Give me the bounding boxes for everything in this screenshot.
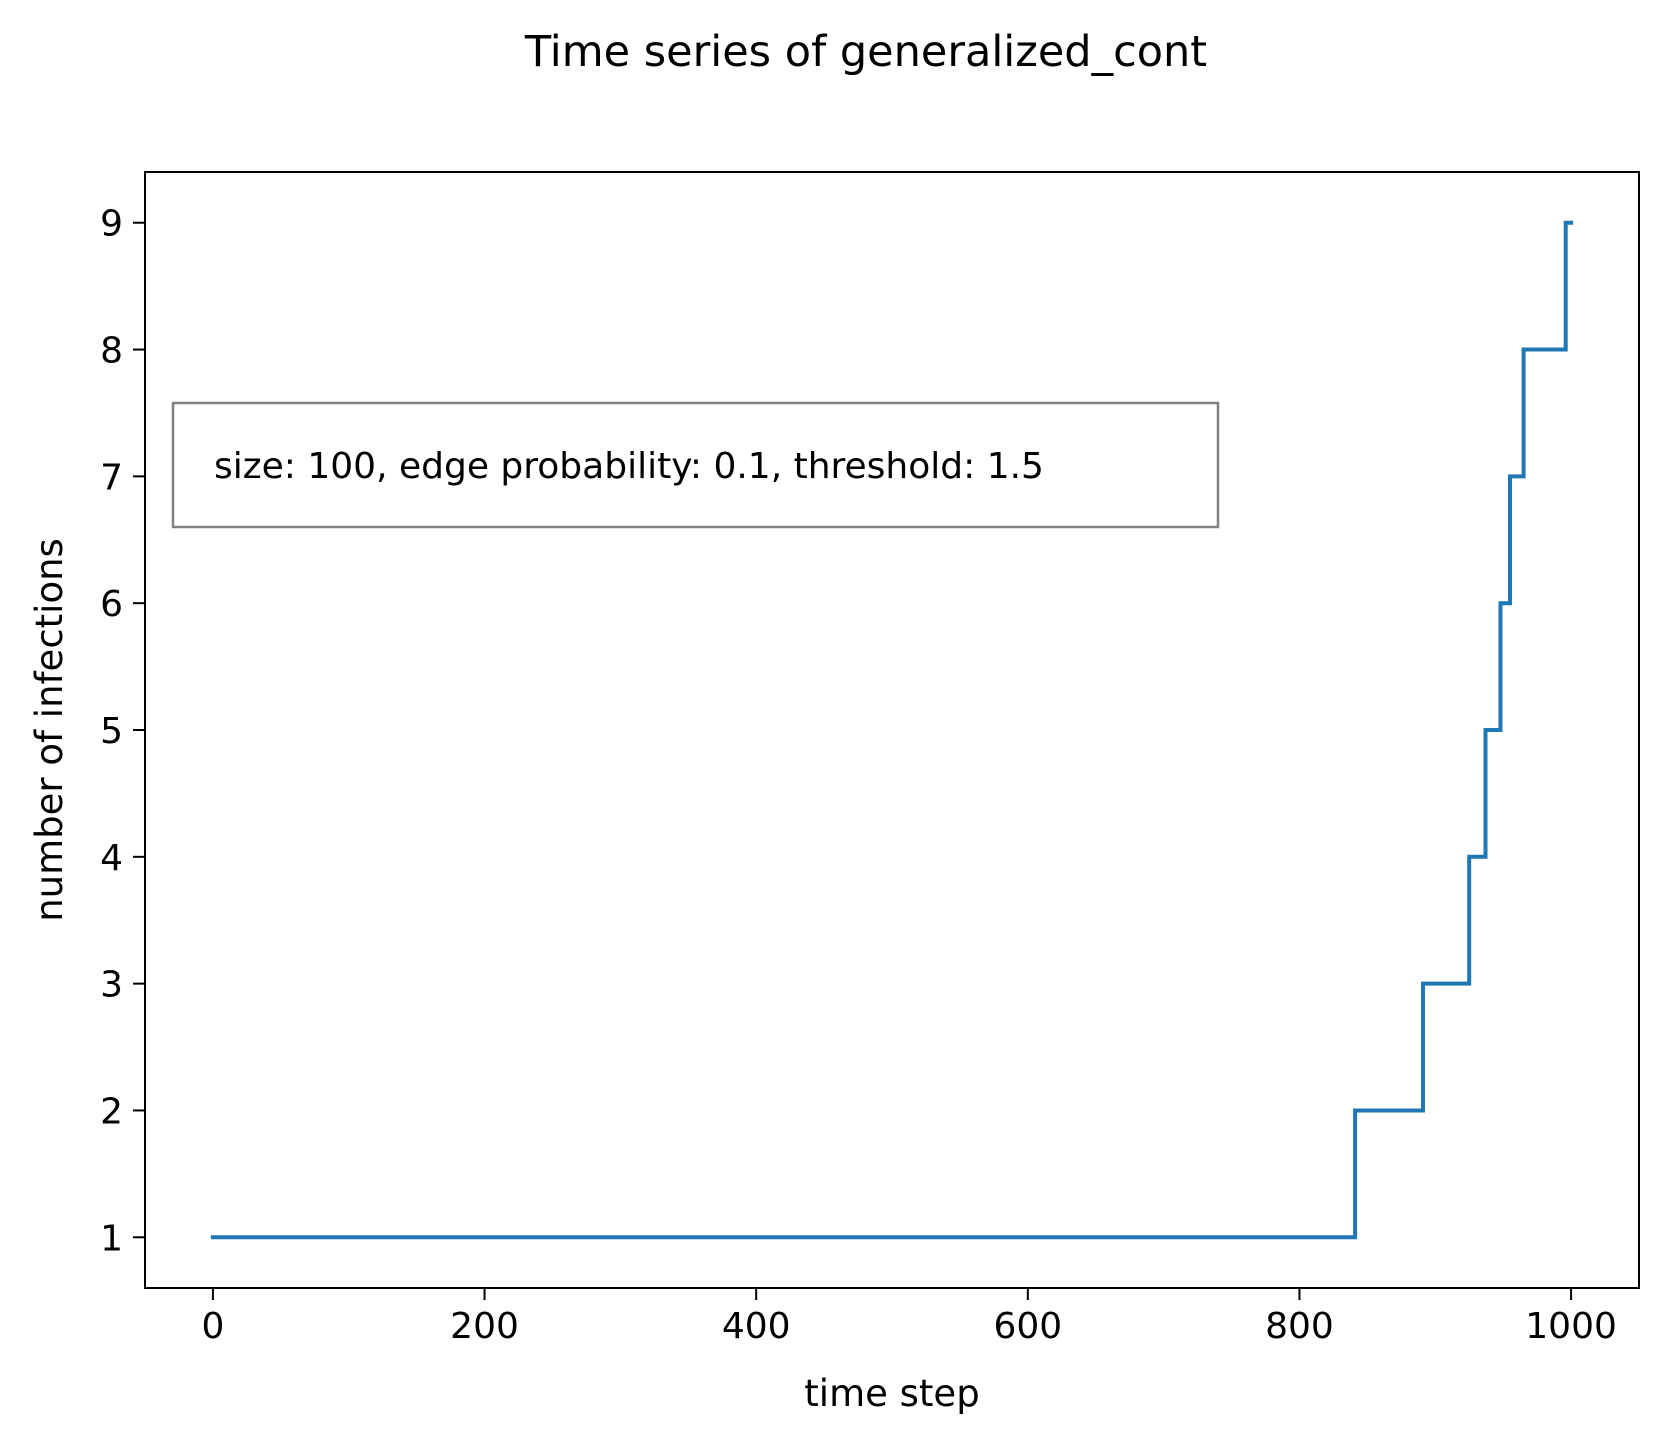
x-tick-label: 0 <box>201 1306 224 1347</box>
x-tick-label: 600 <box>993 1306 1062 1347</box>
y-tick-label: 9 <box>100 204 123 245</box>
y-tick-label: 6 <box>100 584 123 625</box>
x-tick-label: 1000 <box>1525 1306 1617 1347</box>
chart-title: Time series of generalized_cont <box>524 27 1207 77</box>
y-tick-label: 7 <box>100 457 123 498</box>
plot-area <box>210 220 1574 1240</box>
y-tick-label: 2 <box>100 1091 123 1132</box>
series-line <box>210 220 1574 1240</box>
y-axis: 1 2 3 4 5 6 7 8 9 <box>100 204 145 1259</box>
y-tick-label: 4 <box>100 838 123 879</box>
x-axis-label: time step <box>804 1372 979 1415</box>
y-axis-label: number of infections <box>28 538 71 922</box>
x-tick-label: 400 <box>722 1306 791 1347</box>
y-tick-label: 8 <box>100 331 123 372</box>
annotation-box <box>171 401 1220 529</box>
annotation-text: size: 100, edge probability: 0.1, thresh… <box>214 446 1044 487</box>
x-tick-label: 800 <box>1265 1306 1334 1347</box>
y-tick-label: 3 <box>100 965 123 1006</box>
x-axis: 0 200 400 600 800 1000 <box>201 1288 1617 1347</box>
y-tick-label: 5 <box>100 711 123 752</box>
x-tick-label: 200 <box>450 1306 519 1347</box>
y-tick-label: 1 <box>100 1218 123 1259</box>
